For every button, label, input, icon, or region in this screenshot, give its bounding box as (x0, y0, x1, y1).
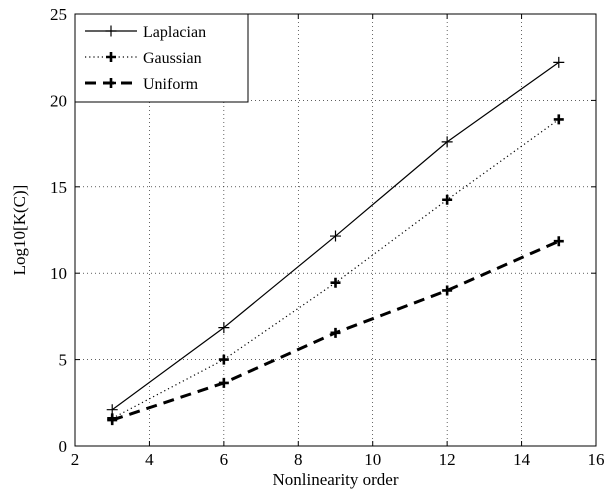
y-tick-label: 5 (59, 351, 68, 370)
legend-marker (105, 25, 117, 37)
data-point-marker (442, 194, 453, 205)
legend-label: Laplacian (143, 24, 206, 41)
series-gaussian (107, 114, 564, 424)
legend-label: Uniform (143, 76, 199, 93)
data-point-marker (107, 415, 118, 426)
x-tick-label: 2 (71, 450, 80, 469)
x-axis-label: Nonlinearity order (272, 470, 398, 489)
data-point-marker (442, 285, 453, 296)
series-uniform (107, 236, 564, 426)
data-point-marker (218, 377, 229, 388)
series-line (111, 118, 560, 419)
legend-marker (106, 78, 116, 88)
data-point-marker (553, 56, 565, 68)
legend: Laplacian Gaussian Uniform (74, 13, 249, 103)
series-lines (106, 56, 565, 426)
data-point-marker (218, 354, 229, 365)
series-laplacian (106, 56, 565, 416)
x-tick-label: 14 (513, 450, 531, 469)
x-tick-label: 12 (439, 450, 456, 469)
data-point-marker (330, 230, 341, 242)
y-tick-label: 25 (50, 5, 67, 24)
legend-marker (106, 52, 116, 62)
data-point-marker (441, 136, 453, 148)
y-tick-label: 0 (59, 437, 68, 456)
x-tick-label: 8 (294, 450, 303, 469)
data-point-marker (553, 236, 564, 247)
legend-box (74, 13, 249, 103)
data-point-marker (330, 327, 341, 338)
y-tick-label: 10 (50, 264, 67, 283)
x-tick-label: 4 (145, 450, 154, 469)
x-tick-label: 16 (588, 450, 605, 469)
x-tick-label: 10 (364, 450, 381, 469)
data-point-marker (553, 114, 564, 125)
data-point-marker (218, 322, 230, 334)
legend-label: Gaussian (143, 50, 202, 67)
plot-frame (74, 13, 597, 447)
y-tick-label: 20 (50, 91, 67, 110)
x-tick-label: 6 (220, 450, 229, 469)
y-axis-label: Log10[K(C)] (10, 185, 29, 276)
data-point-marker (330, 277, 341, 288)
y-tick-label: 15 (50, 178, 67, 197)
